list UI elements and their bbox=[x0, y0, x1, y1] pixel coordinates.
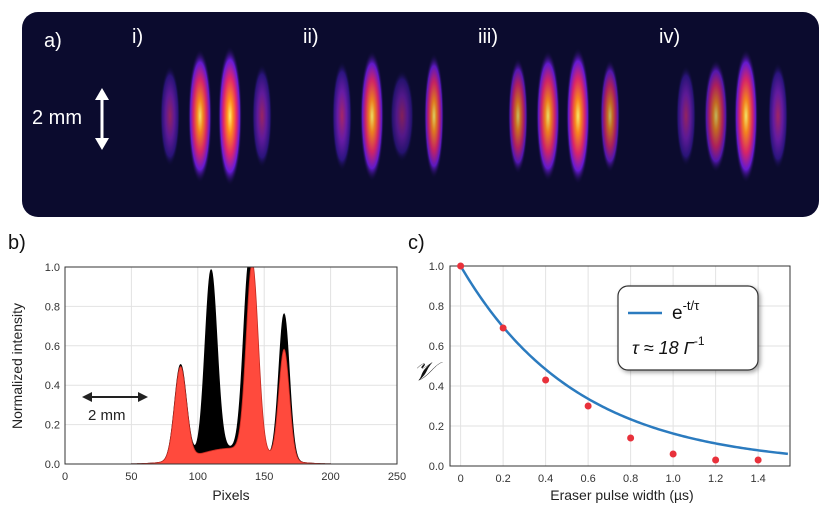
y-tick-label-b: 0.2 bbox=[45, 420, 60, 432]
frame-1-lobe-4 bbox=[252, 64, 272, 168]
x-tick-label-b: 250 bbox=[388, 471, 406, 483]
x-tick-label-c: 0 bbox=[458, 473, 464, 485]
y-tick-label-b: 0.0 bbox=[45, 459, 60, 471]
x-tick-label-c: 1.0 bbox=[665, 473, 680, 485]
legend-tau-label: τ ≈ 18 Γ-1 bbox=[632, 334, 705, 358]
legend: e-t/τ τ ≈ 18 Γ-1 bbox=[617, 285, 759, 371]
y-tick-label-b: 0.8 bbox=[45, 301, 60, 313]
x-tick-label-c: 0.2 bbox=[495, 473, 510, 485]
y-tick-label-b: 0.4 bbox=[45, 380, 60, 392]
data-point bbox=[499, 324, 507, 332]
x-tick-label-c: 0.4 bbox=[538, 473, 553, 485]
x-tick-label-b: 200 bbox=[321, 471, 339, 483]
profile-red-area bbox=[65, 266, 397, 465]
plot-frame-c bbox=[449, 265, 791, 467]
frame-1-lobe-2 bbox=[188, 49, 212, 183]
frame-2-lobe-2 bbox=[360, 50, 384, 182]
legend-box bbox=[617, 285, 759, 371]
scale-arrow-a bbox=[95, 88, 109, 150]
image-frames bbox=[95, 46, 788, 186]
frame-2-lobe-1 bbox=[332, 61, 352, 171]
frame-2-label: ii) bbox=[303, 26, 319, 48]
y-axis-label-b: Normalized intensity bbox=[9, 303, 25, 429]
data-point bbox=[542, 376, 550, 384]
x-tick-label-c: 1.2 bbox=[708, 473, 723, 485]
data-point bbox=[457, 262, 465, 270]
x-tick-label-c: 1.4 bbox=[750, 473, 765, 485]
frame-1-lobe-1 bbox=[160, 65, 180, 167]
frame-1-lobe-3 bbox=[218, 46, 242, 186]
x-tick-label-b: 0 bbox=[62, 471, 68, 483]
panel-b-label: b) bbox=[8, 232, 26, 254]
frame-3-lobe-4 bbox=[600, 59, 620, 173]
x-tick-label-c: 0.8 bbox=[623, 473, 638, 485]
x-axis-label-c: Eraser pulse width (µs) bbox=[550, 487, 693, 503]
y-tick-label-c: 0.2 bbox=[429, 421, 444, 433]
panel-a-label: a) bbox=[44, 30, 62, 52]
frame-4-lobe-4 bbox=[768, 62, 788, 170]
y-tick-label-b: 0.6 bbox=[45, 341, 60, 353]
visibility-decay-chart: 0 0.2 0.4 0.6 0.8 1.0 1.2 1.4 0.0 0.2 0.4 0.6 0.8 1.0… bbox=[413, 261, 791, 503]
image-panel-a: a) i) ii) iii) iv) 2 mm bbox=[22, 12, 819, 217]
frame-3-lobe-1 bbox=[508, 58, 528, 174]
data-point bbox=[754, 456, 762, 464]
frame-3-lobe-2 bbox=[536, 50, 560, 182]
profile-black-area bbox=[65, 266, 397, 465]
y-tick-label-c: 0.4 bbox=[429, 381, 444, 393]
panel-c-label: c) bbox=[408, 232, 425, 254]
exponential-fit-line bbox=[459, 265, 789, 456]
x-tick-label-c: 0.6 bbox=[580, 473, 595, 485]
frame-2-lobe-4 bbox=[424, 53, 444, 179]
scale-arrow-b bbox=[82, 392, 148, 402]
data-point bbox=[627, 434, 635, 442]
frame-3-lobe-3 bbox=[566, 47, 590, 185]
frame-4-lobe-2 bbox=[704, 59, 728, 173]
frame-1-label: i) bbox=[132, 26, 144, 48]
x-tick-label-b: 100 bbox=[189, 471, 207, 483]
x-axis-label-b: Pixels bbox=[212, 487, 249, 503]
frame-4-lobe-1 bbox=[676, 65, 696, 167]
frame-2-lobe-3 bbox=[390, 70, 414, 162]
frame-4-lobe-3 bbox=[734, 49, 758, 183]
x-tick-label-b: 50 bbox=[125, 471, 137, 483]
legend-fit-label: e-t/τ bbox=[672, 298, 700, 324]
scale-label-b: 2 mm bbox=[88, 407, 126, 424]
y-tick-label-c: 0.0 bbox=[429, 461, 444, 473]
intensity-profile-chart: 0 50 100 150 200 250 0.0 0.2 0.4 0.6 0.8 1.0 2 mm P… bbox=[9, 262, 406, 503]
y-tick-label-c: 0.6 bbox=[429, 341, 444, 353]
data-point bbox=[669, 450, 677, 458]
y-tick-label-b: 1.0 bbox=[45, 262, 60, 274]
data-point bbox=[584, 402, 592, 410]
scale-label-a: 2 mm bbox=[32, 107, 82, 129]
y-tick-label-c: 0.8 bbox=[429, 301, 444, 313]
x-tick-label-b: 150 bbox=[255, 471, 273, 483]
data-point bbox=[712, 456, 720, 464]
frame-4-label: iv) bbox=[659, 26, 681, 48]
plot-frame-b bbox=[64, 266, 398, 465]
y-tick-label-c: 1.0 bbox=[429, 261, 444, 273]
frame-3-label: iii) bbox=[478, 26, 498, 48]
